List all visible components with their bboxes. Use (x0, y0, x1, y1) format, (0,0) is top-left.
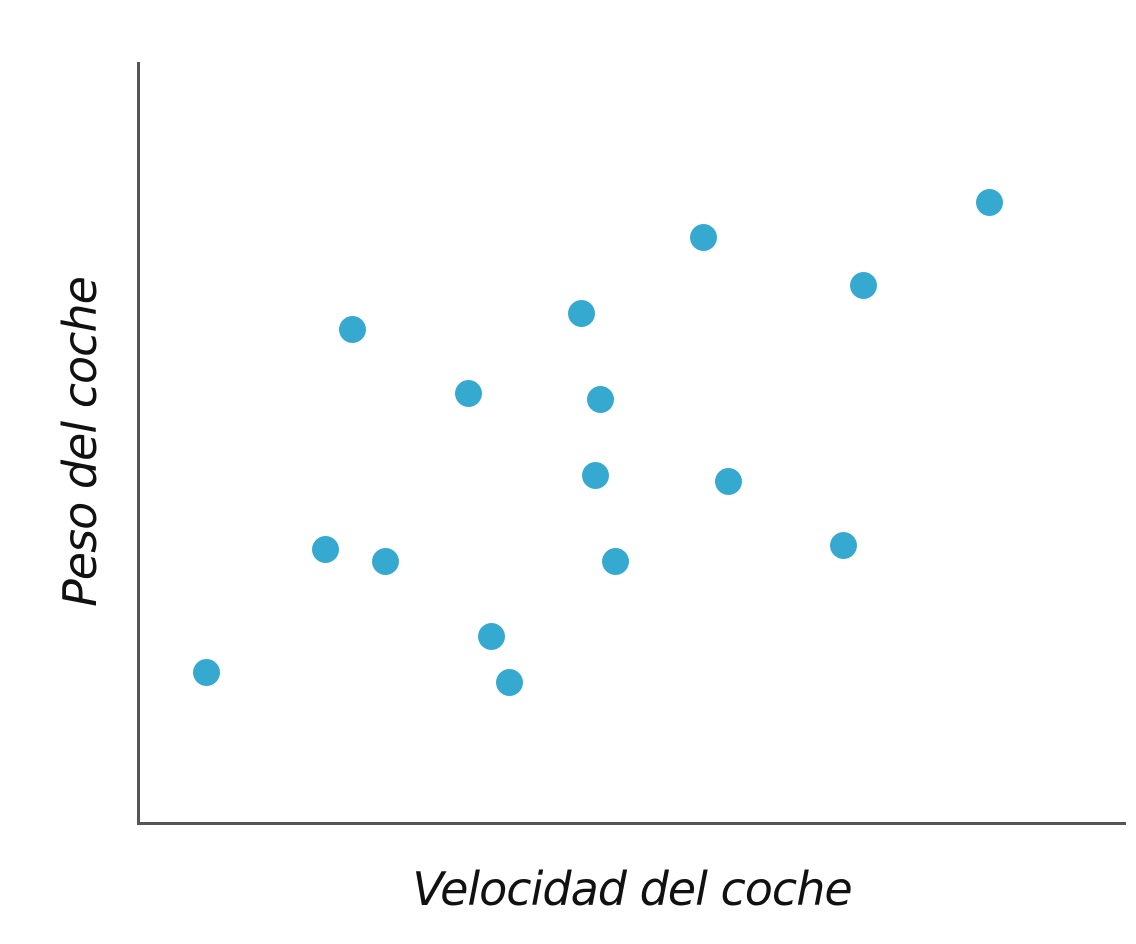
data-point (311, 536, 339, 564)
x-axis-label: Velocidad del coche (412, 862, 852, 916)
data-point (976, 188, 1004, 216)
data-point (192, 658, 220, 686)
data-point (601, 547, 629, 575)
y-axis (137, 62, 140, 825)
x-axis (137, 822, 1126, 825)
data-point (829, 531, 857, 559)
data-point (496, 669, 524, 697)
data-point (339, 316, 367, 344)
data-point (715, 467, 743, 495)
data-point (586, 386, 614, 414)
y-axis-label: Peso del coche (53, 277, 107, 607)
data-point (372, 547, 399, 575)
data-point (582, 462, 610, 490)
data-point (454, 380, 482, 408)
data-point (568, 300, 596, 328)
data-point (478, 623, 506, 651)
data-point (850, 272, 878, 300)
data-point (690, 224, 718, 252)
